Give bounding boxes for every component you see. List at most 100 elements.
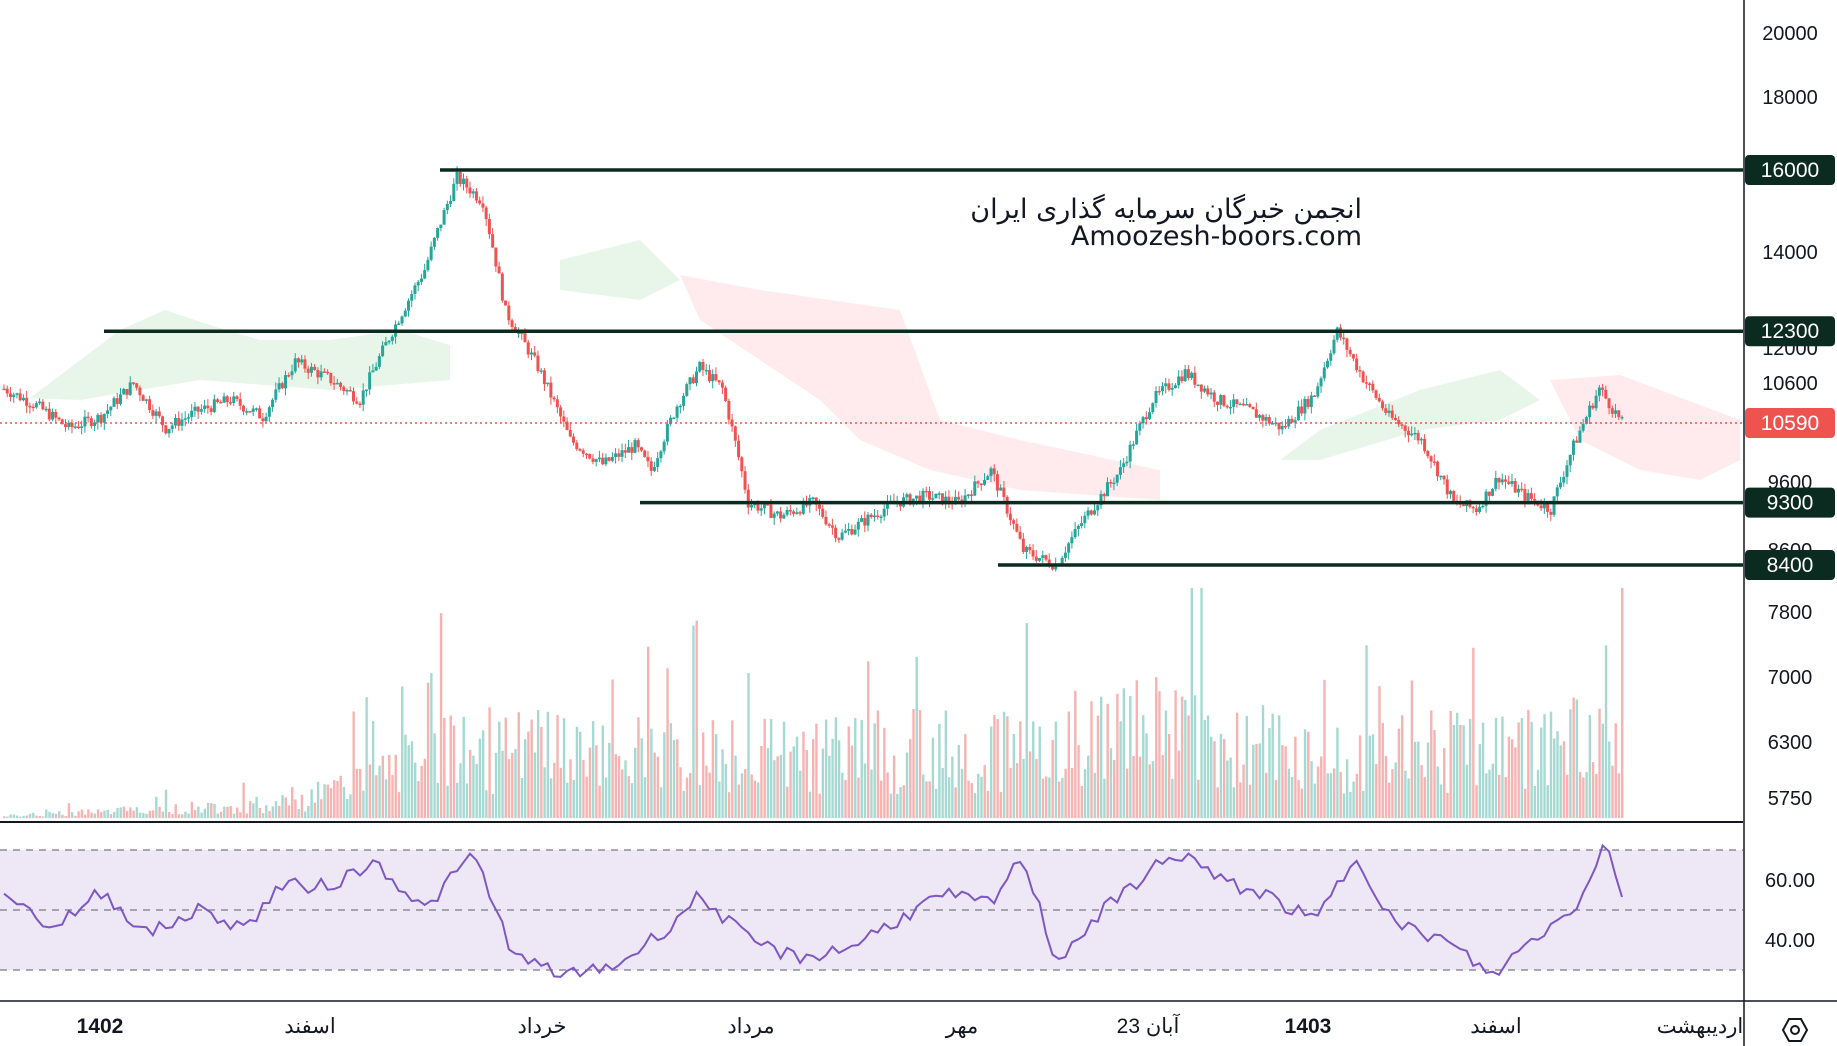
candle (1135, 423, 1139, 445)
volume-bar (439, 613, 443, 818)
candle (682, 392, 686, 411)
volume-bar (326, 784, 329, 818)
volume-bar (1410, 680, 1414, 818)
volume-bar (291, 787, 294, 818)
candle (144, 398, 148, 404)
candle (1368, 381, 1372, 392)
volume-bar (598, 785, 601, 818)
candle (594, 458, 598, 467)
volume-bar (934, 788, 938, 818)
volume-bar (996, 718, 999, 818)
candle (785, 506, 789, 517)
volume-bar (90, 812, 93, 818)
volume-bar (1621, 588, 1624, 818)
volume-bar (35, 815, 38, 818)
candle (529, 348, 533, 361)
rsi-tick-label: 40.00 (1765, 930, 1815, 952)
volume-bar (957, 745, 961, 818)
candle (15, 392, 19, 399)
volume-bar (973, 793, 977, 818)
volume-bar (352, 711, 355, 818)
volume-bar (193, 810, 197, 818)
time-axis[interactable]: 1402 اسفند خرداد مرداد مهر 23 آبان 1403 اسفند ار… (77, 1012, 1744, 1039)
candle (863, 511, 867, 533)
candle (138, 385, 142, 402)
volume-bar (672, 739, 676, 818)
volume-bar (727, 792, 731, 818)
candle (348, 386, 352, 392)
volume-bar (138, 812, 142, 818)
volume-bar (701, 732, 705, 818)
volume-bar (12, 814, 16, 818)
volume-bar (692, 625, 695, 818)
volume-bar (883, 727, 886, 818)
candle (261, 412, 265, 428)
volume-bar (1536, 769, 1540, 818)
volume-bar (284, 797, 287, 818)
volume-bar (1074, 690, 1077, 818)
settings-hexagon-icon[interactable] (1781, 1018, 1809, 1042)
volume-bar (905, 752, 909, 818)
volume-bar (368, 764, 372, 818)
volume-bar (1617, 773, 1621, 818)
volume-bar (1608, 741, 1611, 818)
volume-bar (1255, 743, 1258, 818)
volume-bar (656, 756, 660, 818)
candle (76, 421, 80, 429)
volume-bar (1164, 710, 1168, 818)
candle (484, 205, 488, 227)
volume-bar (494, 752, 498, 818)
candle (1364, 375, 1368, 389)
candle (319, 364, 323, 381)
candle (1559, 476, 1563, 490)
candle (1387, 403, 1391, 417)
candle (1012, 518, 1016, 530)
candle (678, 404, 682, 414)
candle (792, 509, 796, 517)
time-axis-label: اسفند (284, 1015, 335, 1038)
volume-bar (6, 816, 9, 818)
candle (617, 448, 621, 462)
volume-bar (1258, 743, 1261, 818)
volume-bar (818, 793, 821, 818)
volume-bar (731, 720, 734, 818)
candle (345, 388, 349, 396)
volume-bar (617, 756, 621, 818)
candle (720, 379, 724, 395)
candle (1063, 546, 1067, 562)
volume-bar (190, 801, 194, 818)
volume-bar (1443, 748, 1446, 818)
candle (371, 363, 375, 373)
volume-bar (789, 751, 792, 818)
volume-bar (1248, 784, 1252, 818)
volume-bar (122, 806, 126, 818)
volume-bar (1035, 758, 1038, 818)
candle (1445, 474, 1449, 499)
candle (18, 388, 22, 402)
volume-bar (902, 785, 906, 818)
candle (1180, 370, 1184, 384)
volume-bar (792, 746, 795, 818)
volume-bar (1044, 776, 1048, 818)
volume-bar (355, 768, 359, 818)
candle (1232, 393, 1236, 414)
volume-bar (1155, 677, 1158, 818)
volume-bar (989, 726, 993, 818)
candle (733, 425, 737, 447)
volume-bar (1019, 721, 1022, 818)
volume-bar (714, 734, 718, 818)
volume-bar (740, 773, 744, 818)
candle (947, 490, 951, 508)
candle (659, 449, 663, 463)
volume-bar (812, 739, 815, 818)
volume-bar (769, 718, 773, 818)
volume-bar (753, 780, 757, 818)
volume-bar (646, 646, 650, 818)
candle (329, 372, 333, 386)
candle (1203, 385, 1207, 394)
volume-bar (1572, 697, 1575, 818)
price-tick-label: 10600 (1762, 373, 1818, 395)
volume-bar (1569, 709, 1572, 818)
candle (232, 391, 236, 406)
